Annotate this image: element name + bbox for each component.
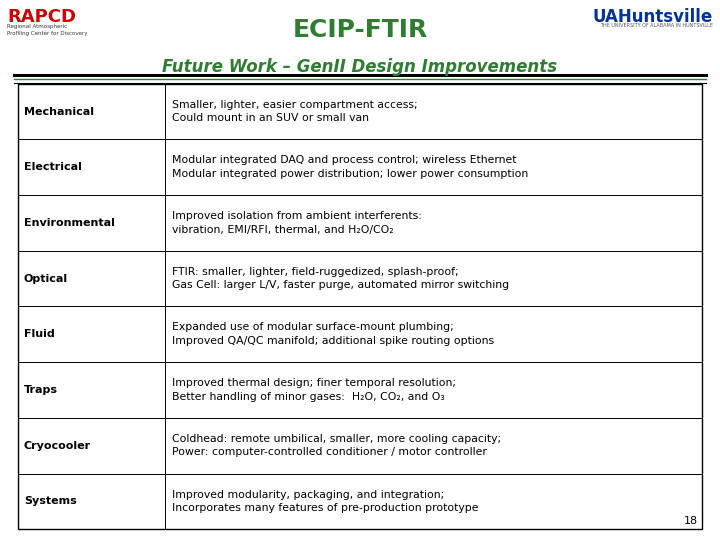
Text: ECIP-FTIR: ECIP-FTIR [292, 18, 428, 42]
Text: Modular integrated DAQ and process control; wireless Ethernet
Modular integrated: Modular integrated DAQ and process contr… [172, 156, 528, 179]
Text: Improved modularity, packaging, and integration;
Incorporates many features of p: Improved modularity, packaging, and inte… [172, 490, 479, 513]
Text: 18: 18 [684, 516, 698, 526]
Text: Improved isolation from ambient interferents:
vibration, EMI/RFI, thermal, and H: Improved isolation from ambient interfer… [172, 211, 422, 235]
Bar [18, 84, 702, 529]
Text: Coldhead: remote umbilical, smaller, more cooling capacity;
Power: computer-cont: Coldhead: remote umbilical, smaller, mor… [172, 434, 501, 457]
Text: Cryocooler: Cryocooler [24, 441, 91, 451]
Text: Electrical: Electrical [24, 162, 81, 172]
Text: Environmental: Environmental [24, 218, 114, 228]
Text: Fluid: Fluid [24, 329, 55, 339]
Text: THE UNIVERSITY OF ALABAMA IN HUNTSVILLE: THE UNIVERSITY OF ALABAMA IN HUNTSVILLE [600, 23, 713, 28]
Text: Smaller, lighter, easier compartment access;
Could mount in an SUV or small van: Smaller, lighter, easier compartment acc… [172, 100, 418, 123]
Text: Traps: Traps [24, 385, 58, 395]
Text: Optical: Optical [24, 274, 68, 284]
Text: RAPCD: RAPCD [7, 8, 76, 26]
Text: Regional Atmospheric
Profiling Center for Discovery: Regional Atmospheric Profiling Center fo… [7, 24, 88, 36]
Text: UAHuntsville: UAHuntsville [593, 8, 713, 26]
Text: Mechanical: Mechanical [24, 106, 94, 117]
Text: Systems: Systems [24, 496, 76, 507]
Text: Future Work – GenII Design Improvements: Future Work – GenII Design Improvements [163, 58, 557, 77]
Text: Improved thermal design; finer temporal resolution;
Better handling of minor gas: Improved thermal design; finer temporal … [172, 378, 456, 402]
Text: FTIR: smaller, lighter, field-ruggedized, splash-proof;
Gas Cell: larger L/V, fa: FTIR: smaller, lighter, field-ruggedized… [172, 267, 509, 291]
Text: Expanded use of modular surface-mount plumbing;
Improved QA/QC manifold; additio: Expanded use of modular surface-mount pl… [172, 322, 495, 346]
